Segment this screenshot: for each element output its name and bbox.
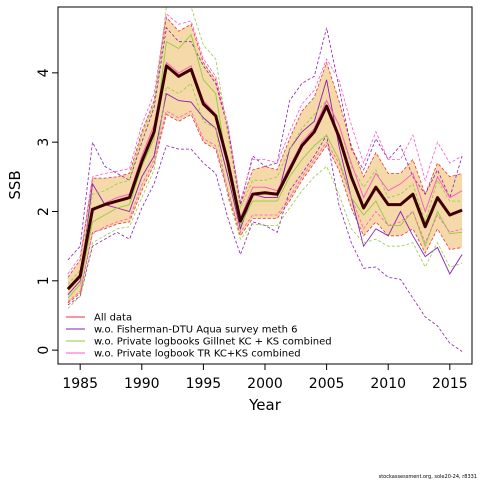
x-axis: 1985 1990 1995 2000 2005 2010 2015 <box>62 363 468 392</box>
y-tick-label: 3 <box>36 138 52 147</box>
series-line-1 <box>67 79 463 295</box>
x-tick-label: 1985 <box>62 376 98 392</box>
y-tick-label: 0 <box>36 346 52 355</box>
series-upper-bound-0 <box>67 16 463 278</box>
legend-label-2: w.o. Private logbooks Gillnet KC + KS co… <box>94 337 332 348</box>
y-axis: 0 1 2 3 4 <box>36 68 59 355</box>
y-axis-title: SSB <box>6 170 24 199</box>
legend-label-0: All data <box>94 313 132 324</box>
confidence-band-layer <box>67 17 463 304</box>
x-tick-label: 2010 <box>370 376 406 392</box>
main-estimate-line <box>66 64 463 291</box>
legend-label-1: w.o. Fisherman-DTU Aqua survey meth 6 <box>94 325 297 336</box>
x-tick-label: 1995 <box>186 376 222 392</box>
footnote: stockassessment.org, sole20-24, r8331 <box>379 474 477 480</box>
legend-label-3: w.o. Private logbook TR KC+KS combined <box>94 349 301 360</box>
y-tick-label: 1 <box>36 276 52 285</box>
series-upper-bound-1 <box>67 26 463 261</box>
series-lower-bound-3 <box>67 110 463 302</box>
series-layer <box>67 6 463 352</box>
series-upper-bound-3 <box>67 13 463 275</box>
confidence-band-area <box>67 17 463 304</box>
y-tick-label: 4 <box>36 68 52 77</box>
x-tick-label: 2015 <box>432 376 468 392</box>
x-tick-label: 2005 <box>309 376 345 392</box>
main-estimate-layer <box>66 64 463 291</box>
y-tick-label: 2 <box>36 207 52 216</box>
series-lower-bound-0 <box>67 113 463 304</box>
x-tick-label: 1990 <box>124 376 160 392</box>
x-tick-label: 2000 <box>247 376 283 392</box>
series-line-2 <box>67 33 463 299</box>
series-upper-bound-2 <box>67 6 463 285</box>
x-axis-title: Year <box>248 396 282 414</box>
series-lower-bound-1 <box>67 134 463 352</box>
